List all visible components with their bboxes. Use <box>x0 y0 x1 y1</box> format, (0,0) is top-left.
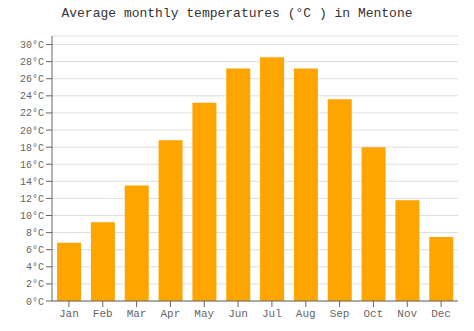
svg-text:Mar: Mar <box>127 308 147 320</box>
svg-text:Oct: Oct <box>364 308 384 320</box>
svg-text:20°C: 20°C <box>20 126 44 137</box>
svg-text:24°C: 24°C <box>20 91 44 102</box>
svg-text:28°C: 28°C <box>20 57 44 68</box>
svg-text:6°C: 6°C <box>26 245 44 256</box>
svg-text:14°C: 14°C <box>20 177 44 188</box>
svg-text:Aug: Aug <box>296 308 316 320</box>
svg-text:26°C: 26°C <box>20 74 44 85</box>
svg-text:30°C: 30°C <box>20 40 44 51</box>
svg-text:12°C: 12°C <box>20 194 44 205</box>
svg-text:May: May <box>194 308 214 320</box>
svg-text:Jun: Jun <box>228 308 248 320</box>
svg-text:0°C: 0°C <box>26 297 44 308</box>
svg-text:Jul: Jul <box>262 308 282 320</box>
svg-text:Feb: Feb <box>93 308 113 320</box>
svg-text:Apr: Apr <box>161 308 181 320</box>
svg-text:10°C: 10°C <box>20 211 44 222</box>
svg-text:4°C: 4°C <box>26 262 44 273</box>
svg-text:8°C: 8°C <box>26 228 44 239</box>
html-text:Average monthly temperatures (: Average monthly temperatures (°C ) in Me… <box>61 6 413 21</box>
svg-text:16°C: 16°C <box>20 160 44 171</box>
svg-text:2°C: 2°C <box>26 279 44 290</box>
svg-text:Jan: Jan <box>59 308 79 320</box>
svg-text:Nov: Nov <box>397 308 417 320</box>
svg-text:Dec: Dec <box>431 308 451 320</box>
svg-text:Sep: Sep <box>330 308 350 320</box>
svg-text:18°C: 18°C <box>20 143 44 154</box>
svg-text:22°C: 22°C <box>20 108 44 119</box>
